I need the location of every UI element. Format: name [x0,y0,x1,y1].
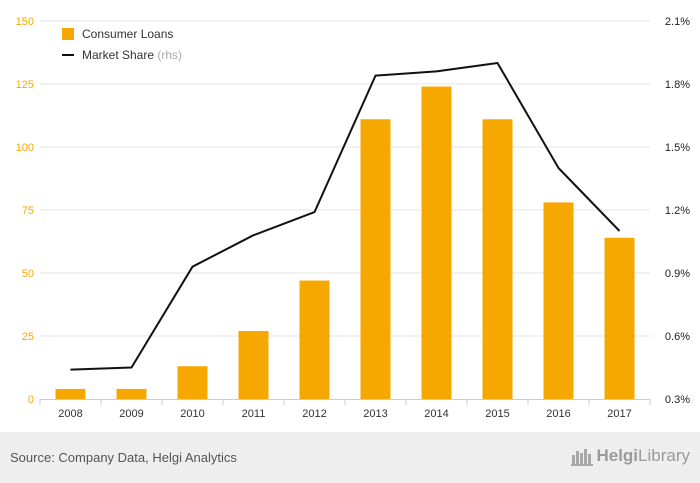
legend-market-share-suffix: (rhs) [157,48,182,62]
y-left-tick-label: 25 [22,331,34,343]
y-axis-right: 0.3% 0.6% 0.9% 1.2% 1.5% 1.8% 2.1% [665,16,690,406]
market-share-series-line [70,62,621,371]
x-tick-label: 2009 [119,408,143,420]
x-tick-label: 2013 [363,408,387,420]
bars [55,86,635,400]
x-tick-label: 2011 [242,408,266,420]
y-right-tick-label: 1.5% [665,142,690,154]
x-tick-label: 2010 [180,408,204,420]
chart: 2008 2009 2010 2011 2012 2013 2014 2015 2016 2017… [16,16,691,420]
bar-consumer-loans [55,388,86,399]
bar-consumer-loans [543,202,574,399]
x-tick-label: 2015 [485,408,509,420]
x-tick-label: 2017 [607,408,631,420]
brand-name-prefix: Helgi [596,446,639,465]
bar-consumer-loans [238,330,269,399]
library-logo-icon [571,449,594,466]
legend-swatch-consumer-loans [62,28,74,40]
x-tick-label: 2012 [302,408,326,420]
bar-consumer-loans [604,237,635,399]
y-right-tick-label: 0.9% [665,268,690,280]
legend-label-market-share: Market Share (rhs) [82,48,182,62]
y-left-tick-label: 125 [16,79,34,91]
y-right-tick-label: 1.8% [665,79,690,91]
x-tick-label: 2016 [546,408,570,420]
y-axis-left: 0 25 50 75 100 125 150 [16,16,34,406]
y-left-tick-label: 75 [22,205,34,217]
y-right-tick-label: 2.1% [665,16,690,28]
brand-logo[interactable]: Helgi Library [571,446,690,466]
legend[interactable]: Consumer Loans Market Share (rhs) [62,27,182,62]
y-right-tick-label: 0.3% [665,394,690,406]
bar-consumer-loans [177,366,208,399]
bar-consumer-loans [421,86,452,400]
bar-consumer-loans [360,119,391,399]
x-tick-label: 2008 [58,408,82,420]
bar-consumer-loans [482,119,513,399]
y-right-tick-label: 1.2% [665,205,690,217]
x-tick-label: 2014 [424,408,448,420]
x-axis: 2008 2009 2010 2011 2012 2013 2014 2015 2016 2017 [39,399,651,420]
source-note: Source: Company Data, Helgi Analytics [10,450,237,465]
legend-market-share-name: Market Share [82,48,154,62]
y-left-tick-label: 50 [22,268,34,280]
y-left-tick-label: 150 [16,16,34,28]
legend-label-consumer-loans: Consumer Loans [82,27,173,41]
bar-consumer-loans [299,280,330,399]
brand-name-suffix: Library [638,446,690,465]
bar-consumer-loans [116,388,147,399]
y-left-tick-label: 100 [16,142,34,154]
y-left-tick-label: 0 [28,394,34,406]
y-right-tick-label: 0.6% [665,331,690,343]
market-share-line [70,62,621,371]
